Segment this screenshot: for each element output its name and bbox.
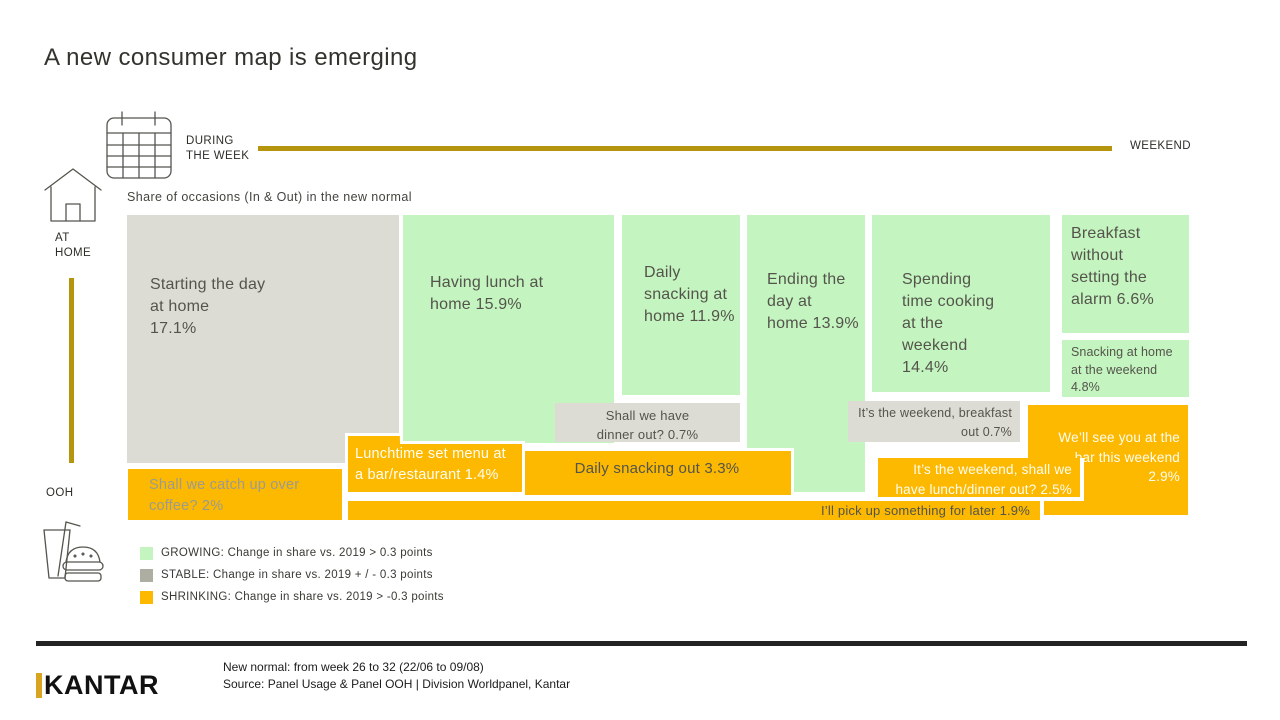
legend-label-growing: GROWING: Change in share vs. 2019 > 0.3 … [161, 547, 433, 559]
footer-text: New normal: from week 26 to 32 (22/06 to… [223, 659, 570, 693]
footer-divider [36, 641, 1247, 646]
growing-swatch [140, 547, 153, 560]
block-starting-the-day-at-home: Starting the day at home 17.1% [127, 215, 399, 463]
kantar-logo-text: KANTAR [44, 670, 159, 700]
legend: GROWING: Change in share vs. 2019 > 0.3 … [140, 545, 444, 611]
calendar-icon [105, 110, 175, 187]
place-axis-line [69, 278, 74, 463]
block-breakfast-without-alarm: Breakfast without setting the alarm 6.6% [1062, 215, 1189, 333]
block-snacking-at-home-weekend: Snacking at home at the weekend 4.8% [1062, 340, 1189, 397]
drink-and-burger-icon [36, 516, 108, 593]
block-spending-time-cooking-weekend: Spending time cooking at the weekend 14.… [872, 215, 1050, 392]
axis-label-during-the-week: DURING THE WEEK [186, 135, 250, 162]
time-axis-line [258, 146, 1112, 151]
block-lunchtime-set-menu-outline: Lunchtime set menu at a bar/restaurant 1… [345, 433, 525, 495]
axis-label-weekend: WEEKEND [1130, 140, 1191, 152]
house-icon [42, 166, 104, 229]
block-catch-up-over-coffee: Shall we catch up over coffee? 2% [128, 469, 342, 520]
kantar-logo: KANTAR [36, 670, 159, 701]
block-pick-up-something-for-later: I’ll pick up something for later 1.9% [348, 497, 1044, 520]
axis-label-ooh: OOH [46, 487, 74, 499]
page-title: A new consumer map is emerging [44, 44, 418, 71]
legend-row-stable: STABLE: Change in share vs. 2019 + / - 0… [140, 567, 444, 589]
stable-swatch [140, 569, 153, 582]
block-daily-snacking-out: Daily snacking out 3.3% [523, 448, 794, 495]
axis-label-at-home: AT HOME [55, 232, 92, 259]
block-lunchtime-set-menu: Lunchtime set menu at a bar/restaurant 1… [348, 436, 522, 492]
chart-subtitle: Share of occasions (In & Out) in the new… [127, 190, 412, 204]
block-ending-the-day-at-home: Ending the day at home 13.9% [747, 215, 865, 492]
legend-label-stable: STABLE: Change in share vs. 2019 + / - 0… [161, 569, 433, 581]
block-weekend-lunch-dinner-out: It’s the weekend, shall we have lunch/di… [878, 458, 1084, 501]
legend-label-shrinking: SHRINKING: Change in share vs. 2019 > -0… [161, 591, 444, 603]
shrinking-swatch [140, 591, 153, 604]
footer-source: Source: Panel Usage & Panel OOH | Divisi… [223, 676, 571, 691]
legend-row-growing: GROWING: Change in share vs. 2019 > 0.3 … [140, 545, 444, 567]
block-weekend-breakfast-out: It’s the weekend, breakfast out 0.7% [848, 401, 1020, 442]
footer-note: New normal: from week 26 to 32 (22/06 to… [223, 660, 484, 674]
block-dinner-out: Shall we have dinner out? 0.7% [555, 403, 740, 442]
legend-row-shrinking: SHRINKING: Change in share vs. 2019 > -0… [140, 589, 444, 611]
block-daily-snacking-at-home: Daily snacking at home 11.9% [622, 215, 740, 395]
kantar-logo-gold-bar [36, 673, 42, 698]
